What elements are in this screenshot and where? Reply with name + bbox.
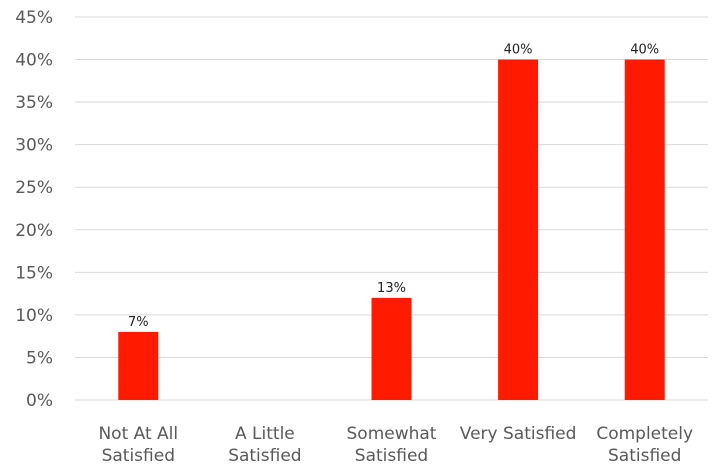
y-tick-label: 5% — [26, 348, 53, 368]
x-axis: Not At All Satisfied A Little Satisfied Some… — [98, 424, 693, 466]
bars — [118, 59, 665, 401]
bar — [118, 331, 159, 400]
y-tick-label: 45% — [15, 8, 53, 28]
y-tick-label: 0% — [26, 391, 53, 411]
data-label: 40% — [504, 43, 533, 58]
y-tick-label: 35% — [15, 93, 53, 113]
x-tick-label: Completely Satisfied — [596, 424, 693, 466]
data-labels: 7% 13% 40% 40% — [128, 43, 659, 330]
gridlines — [75, 16, 708, 401]
y-tick-label: 30% — [15, 136, 53, 156]
y-tick-label: 15% — [15, 263, 53, 283]
bar — [498, 59, 539, 401]
data-label: 40% — [630, 43, 659, 58]
x-tick-label: A Little Satisfied — [228, 424, 301, 466]
data-label: 13% — [377, 281, 406, 296]
bar — [624, 59, 665, 401]
y-tick-label: 20% — [15, 221, 53, 241]
y-axis: 0% 5% 10% 15% 20% 25% 30% 35% 40% 45% — [15, 8, 53, 411]
x-tick-label: Not At All Satisfied — [98, 424, 178, 466]
y-tick-label: 25% — [15, 178, 53, 198]
x-tick-label: Somewhat Satisfied — [347, 424, 437, 466]
y-tick-label: 10% — [15, 306, 53, 326]
data-label: 7% — [128, 315, 149, 330]
bar — [371, 297, 412, 400]
x-tick-label: Very Satisfied — [460, 424, 577, 444]
y-tick-label: 40% — [15, 51, 53, 71]
